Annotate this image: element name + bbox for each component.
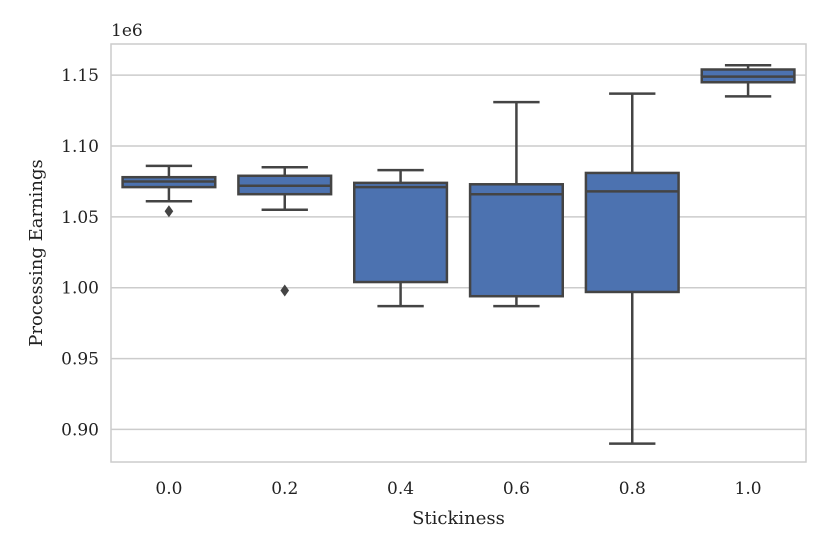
outlier-marker	[164, 205, 174, 218]
y-tick-labels: 0.90 0.95 1.00 1.05 1.10 1.15	[61, 66, 99, 440]
box-group	[468, 100, 565, 308]
box-iqr	[584, 171, 680, 294]
x-tick-label: 0.4	[387, 479, 414, 499]
y-axis-offset-label: 1e6	[111, 21, 143, 41]
y-axis-label: Processing Earnings	[26, 159, 47, 347]
x-axis-label: Stickiness	[412, 508, 505, 529]
y-tick-label: 1.10	[61, 137, 99, 157]
y-tick-label: 1.00	[61, 279, 99, 299]
grid-lines	[111, 74, 806, 431]
y-tick-label: 1.15	[61, 66, 99, 86]
x-tick-label: 0.2	[271, 479, 298, 499]
y-tick-label: 0.90	[61, 420, 99, 440]
box-iqr	[353, 181, 449, 284]
x-tick-label: 1.0	[735, 479, 762, 499]
box-group	[237, 166, 333, 297]
x-tick-label: 0.0	[155, 479, 182, 499]
box-group	[121, 164, 217, 218]
box-iqr	[468, 183, 565, 298]
x-tick-label: 0.6	[503, 479, 530, 499]
x-tick-label: 0.8	[619, 479, 646, 499]
box-group	[584, 92, 680, 445]
outlier-marker	[280, 284, 290, 297]
box-group	[700, 64, 796, 98]
plot-frame	[110, 43, 807, 463]
y-tick-label: 1.05	[61, 208, 99, 228]
y-tick-label: 0.95	[61, 350, 99, 370]
box-group	[353, 168, 449, 308]
x-tick-labels: 0.0 0.2 0.4 0.6 0.8 1.0	[155, 479, 761, 499]
boxes	[121, 64, 796, 445]
